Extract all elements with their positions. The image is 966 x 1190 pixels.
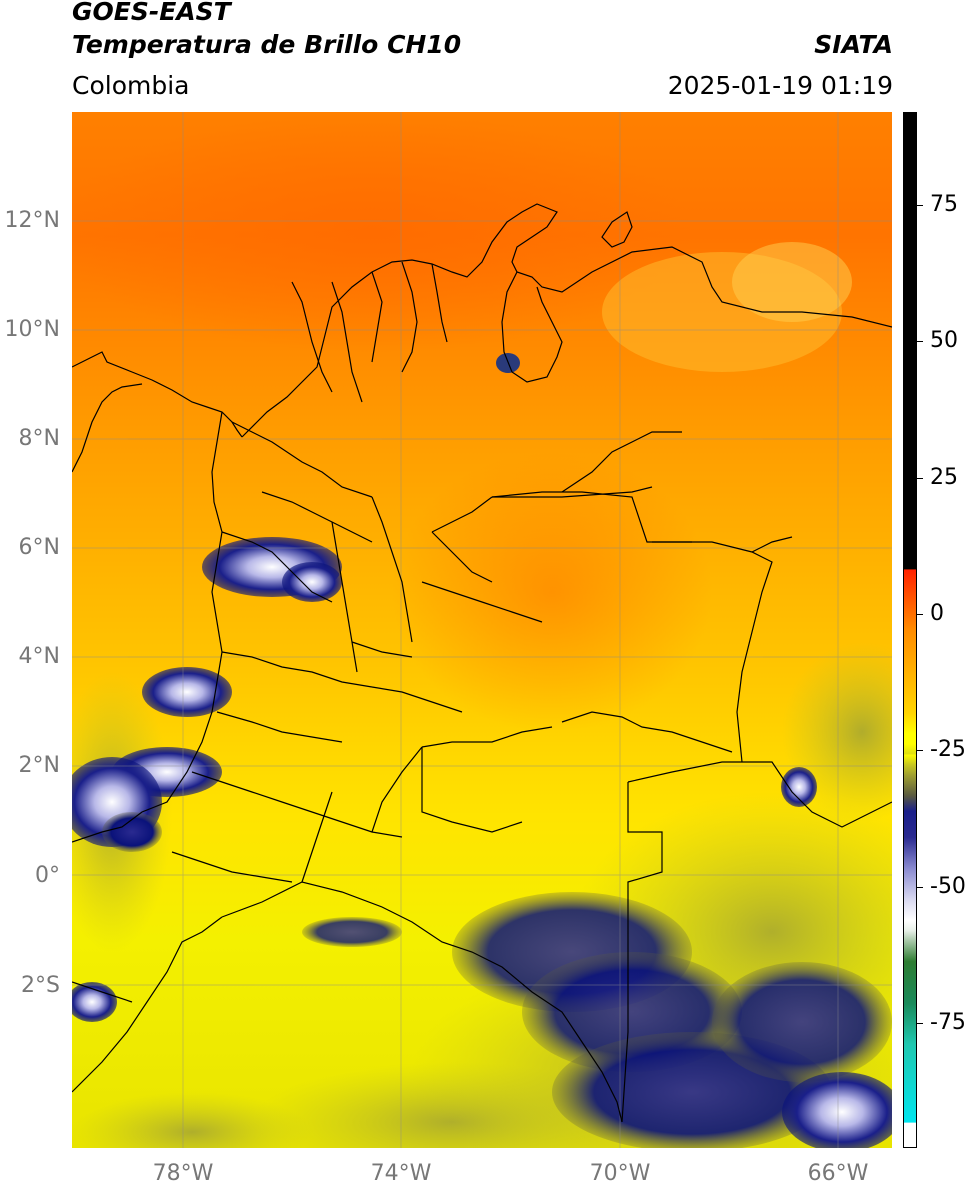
lat-tick-label: 2°N — [18, 753, 60, 778]
lon-tick-label: 74°W — [370, 1161, 432, 1186]
colorbar-tick-label: -50 — [930, 874, 966, 899]
colorbar-tick-label: -25 — [930, 737, 966, 762]
colorbar-tick-label: 50 — [930, 328, 958, 353]
colorbar-tick-label: 0 — [930, 601, 944, 626]
lon-tick-label: 78°W — [152, 1161, 214, 1186]
colorbar-tick-label: 25 — [930, 465, 958, 490]
colorbar-tick-label: -75 — [930, 1010, 966, 1035]
source-label: SIATA — [814, 30, 893, 59]
lat-tick-label: 4°N — [18, 644, 60, 669]
lat-tick-label: 2°S — [21, 973, 60, 998]
title-satellite: GOES-EAST — [72, 0, 231, 26]
region-label: Colombia — [72, 71, 190, 100]
lat-tick-label: 12°N — [4, 208, 60, 233]
timestamp: 2025-01-19 01:19 — [667, 71, 893, 100]
graticule — [72, 112, 892, 1148]
title-product: Temperatura de Brillo CH10 — [72, 30, 462, 59]
colorbar-tick-label: 75 — [930, 192, 958, 217]
lon-tick-label: 66°W — [807, 1161, 869, 1186]
lat-tick-label: 8°N — [18, 426, 60, 451]
brightness-temperature-map — [72, 112, 892, 1148]
lon-tick-label: 70°W — [589, 1161, 651, 1186]
lat-tick-label: 6°N — [18, 535, 60, 560]
colorbar — [903, 112, 917, 1148]
cloud-fields — [72, 353, 892, 1148]
boundaries — [72, 203, 892, 1123]
lat-tick-label: 10°N — [4, 317, 60, 342]
lat-tick-label: 0° — [35, 863, 60, 888]
